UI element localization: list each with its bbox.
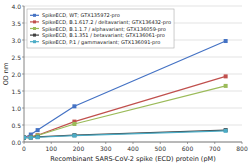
- legend-swatch: [30, 41, 39, 42]
- y-tick: [22, 108, 24, 109]
- series: [24, 129, 228, 140]
- data-point: [72, 122, 76, 126]
- grid-line: [24, 6, 242, 7]
- grid-line: [24, 125, 242, 126]
- x-tick-label: 200: [73, 145, 85, 152]
- series: [24, 39, 228, 140]
- data-point: [224, 74, 228, 78]
- x-axis-label: Recombinant SARS-CoV-2 spike (ECD) prote…: [50, 155, 215, 163]
- data-point: [29, 135, 33, 139]
- data-point: [224, 39, 228, 43]
- legend-marker: [33, 20, 36, 23]
- legend-marker: [33, 34, 36, 37]
- data-point: [224, 84, 228, 88]
- grid-line: [24, 108, 242, 109]
- series-line: [24, 130, 226, 137]
- x-tick-label: 0: [22, 145, 26, 152]
- x-tick-label: 700: [209, 145, 221, 152]
- chart: 0 100 200 300 400 500 600 700 800 0.0 0.5 1.0 1.5 2.0…: [0, 0, 252, 166]
- y-axis-label: OD nm: [2, 63, 10, 86]
- series: [24, 84, 228, 140]
- legend-marker: [33, 40, 36, 43]
- grid-line: [24, 91, 242, 92]
- data-point: [224, 129, 228, 133]
- y-tick-label: 2.5: [11, 54, 21, 61]
- legend-swatch: [30, 28, 39, 29]
- data-point: [36, 135, 40, 139]
- legend-swatch: [30, 34, 39, 35]
- y-tick-label: 1.0: [11, 105, 21, 112]
- y-tick: [22, 142, 24, 143]
- y-tick-label: 0.0: [11, 139, 21, 146]
- y-tick: [22, 91, 24, 92]
- y-tick: [22, 74, 24, 75]
- y-tick: [22, 57, 24, 58]
- data-point: [24, 136, 26, 140]
- y-tick: [22, 23, 24, 24]
- plot-area: [24, 39, 228, 140]
- y-tick-label: 1.5: [11, 88, 21, 95]
- data-point: [72, 134, 76, 138]
- data-point: [72, 104, 76, 108]
- legend-frame: [27, 9, 174, 48]
- series: [24, 128, 228, 139]
- data-point: [24, 136, 26, 140]
- x-tick-label: 100: [46, 145, 58, 152]
- series-line: [24, 41, 226, 138]
- legend-swatch: [30, 21, 39, 22]
- data-point: [36, 135, 40, 139]
- y-tick-label: 3.0: [11, 37, 21, 44]
- legend-marker: [33, 27, 36, 30]
- x-tick-label: 600: [182, 145, 194, 152]
- y-tick: [22, 125, 24, 126]
- series: [24, 74, 228, 139]
- data-point: [24, 136, 26, 140]
- legend-entry: SpikeECD, P.1 / gammavariant; GTX136091-…: [42, 39, 160, 46]
- legend-marker: [33, 14, 36, 17]
- data-point: [36, 128, 40, 132]
- series-line: [24, 86, 226, 138]
- series-line: [24, 131, 226, 138]
- data-point: [29, 136, 33, 140]
- legend: SpikeECD, WT; GTX135972-proSpikeECD, B.1…: [27, 9, 174, 48]
- y-tick-label: 4.0: [11, 3, 21, 10]
- x-tick-label: 800: [236, 145, 248, 152]
- data-point: [29, 136, 33, 140]
- series-line: [24, 76, 226, 137]
- background: [0, 0, 252, 166]
- y-tick-label: 0.5: [11, 122, 21, 129]
- data-point: [72, 133, 76, 137]
- y-tick-label: 2.0: [11, 71, 21, 78]
- legend-swatch: [30, 15, 39, 16]
- data-point: [224, 128, 228, 132]
- grid: [24, 6, 242, 142]
- x-tick-label: 400: [127, 145, 139, 152]
- x-tick-label: 500: [155, 145, 167, 152]
- axes: 0 100 200 300 400 500 600 700 800 0.0 0.5 1.0 1.5 2.0…: [11, 3, 247, 152]
- y-tick-label: 3.5: [11, 20, 21, 27]
- data-point: [24, 136, 26, 140]
- data-point: [24, 136, 26, 140]
- grid-line: [24, 57, 242, 58]
- x-tick-label: 300: [100, 145, 112, 152]
- grid-line: [24, 74, 242, 75]
- data-point: [29, 135, 33, 139]
- y-tick: [22, 6, 24, 7]
- y-tick: [22, 40, 24, 41]
